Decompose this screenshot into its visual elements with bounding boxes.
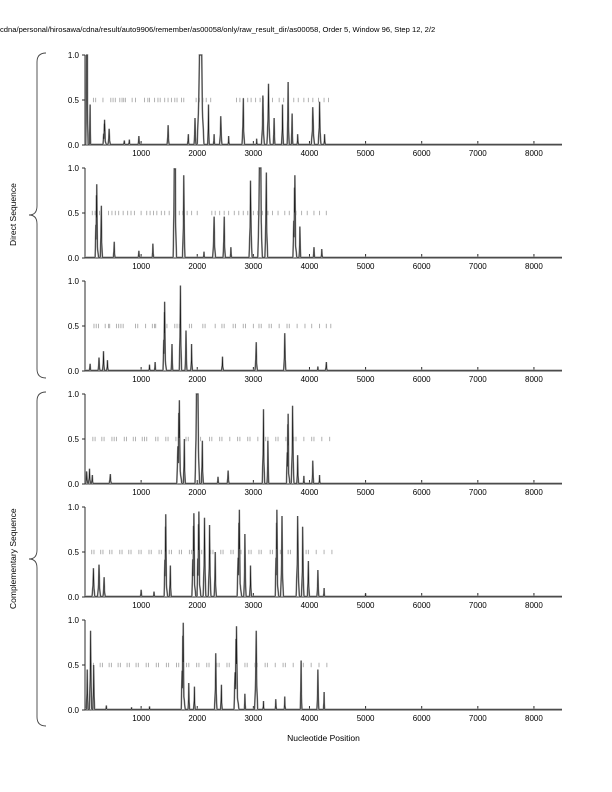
complementary-sequence-brace: [28, 391, 47, 727]
x-tick-label: 6000: [413, 714, 431, 723]
header-file-path: cdna/personal/hirosawa/cdna/result/auto9…: [0, 25, 436, 34]
signal-trace-outer: [85, 285, 562, 372]
y-tick-label: 1.0: [68, 616, 80, 625]
x-tick-label: 3000: [244, 262, 262, 271]
x-tick-label: 6000: [413, 149, 431, 158]
signal-trace: [85, 285, 562, 371]
x-tick-label: 2000: [188, 149, 206, 158]
x-tick-label: 1000: [132, 488, 150, 497]
chart-direct-1: 0.0 0.5 1.0 1000 2000 3000 4000 5000 6000 7000 800…: [0, 47, 612, 163]
axis-spines: [84, 281, 562, 372]
chart-complementary-1-svg: 0.0 0.5 1.0 1000 2000 3000 4000 5000 6000 7000 800…: [68, 390, 562, 497]
x-tick-label: 1000: [132, 375, 150, 384]
x-tick-label: 7000: [469, 488, 487, 497]
x-tick-label: 5000: [357, 375, 375, 384]
x-tick-label: 3000: [244, 375, 262, 384]
x-tick-label: 2000: [188, 488, 206, 497]
x-tick-label: 8000: [525, 601, 543, 610]
axis-spines: [84, 55, 562, 146]
x-axis-title: Nucleotide Position: [287, 733, 360, 743]
signal-trace-outer: [84, 393, 562, 485]
x-tick-label: 6000: [413, 375, 431, 384]
x-tick-label: 5000: [357, 714, 375, 723]
axis-spines: [84, 507, 562, 598]
chart-complementary-2: 0.0 0.5 1.0 1000 2000 3000 4000 5000 6000 7000 800…: [0, 499, 612, 615]
x-tick-label: 1000: [132, 149, 150, 158]
x-tick-label: 6000: [413, 262, 431, 271]
y-tick-label: 0.0: [68, 593, 80, 602]
x-tick-label: 7000: [469, 601, 487, 610]
x-tick-label: 5000: [357, 601, 375, 610]
x-tick-label: 3000: [244, 601, 262, 610]
y-tick-label: 0.5: [68, 548, 80, 557]
x-tick-label: 4000: [301, 488, 319, 497]
x-tick-label: 1000: [132, 601, 150, 610]
x-tick-label: 2000: [188, 601, 206, 610]
x-tick-label: 5000: [357, 149, 375, 158]
y-tick-label: 1.0: [68, 390, 80, 399]
x-tick-label: 1000: [132, 262, 150, 271]
chart-complementary-1: 0.0 0.5 1.0 1000 2000 3000 4000 5000 6000 7000 800…: [0, 386, 612, 502]
x-tick-label: 1000: [132, 714, 150, 723]
x-tick-label: 3000: [244, 488, 262, 497]
x-tick-label: 7000: [469, 149, 487, 158]
x-tick-label: 7000: [469, 714, 487, 723]
x-tick-label: 4000: [301, 149, 319, 158]
y-tick-label: 0.5: [68, 96, 80, 105]
x-tick-label: 5000: [357, 488, 375, 497]
y-tick-label: 0.5: [68, 661, 80, 670]
x-tick-label: 6000: [413, 601, 431, 610]
signal-trace: [85, 622, 562, 710]
chart-complementary-2-svg: 0.0 0.5 1.0 1000 2000 3000 4000 5000 6000 7000 800…: [68, 503, 562, 610]
x-tick-label: 4000: [301, 601, 319, 610]
x-tick-label: 8000: [525, 149, 543, 158]
y-tick-label: 0.5: [68, 435, 80, 444]
x-tick-label: 8000: [525, 488, 543, 497]
x-tick-label: 8000: [525, 714, 543, 723]
axis-spines: [84, 394, 562, 485]
y-tick-label: 0.0: [68, 706, 80, 715]
y-tick-label: 0.0: [68, 141, 80, 150]
chart-complementary-3-svg: 0.0 0.5 1.0 1000 2000 3000 4000 5000 6000 7000 800…: [68, 616, 562, 723]
x-tick-label: 5000: [357, 262, 375, 271]
chart-direct-1-svg: 0.0 0.5 1.0 1000 2000 3000 4000 5000 6000 7000 800…: [68, 51, 562, 158]
y-tick-label: 1.0: [68, 164, 80, 173]
y-tick-label: 1.0: [68, 277, 80, 286]
x-tick-label: 4000: [301, 262, 319, 271]
x-tick-label: 8000: [525, 262, 543, 271]
y-tick-label: 0.5: [68, 322, 80, 331]
x-tick-label: 2000: [188, 375, 206, 384]
chart-direct-2-svg: 0.0 0.5 1.0 1000 2000 3000 4000 5000 6000 7000 800…: [68, 164, 562, 271]
chart-complementary-3: 0.0 0.5 1.0 1000 2000 3000 4000 5000 6000 7000 800…: [0, 612, 612, 728]
signal-trace-outer: [84, 54, 562, 146]
chart-direct-2: 0.0 0.5 1.0 1000 2000 3000 4000 5000 6000 7000 800…: [0, 160, 612, 276]
x-tick-label: 3000: [244, 714, 262, 723]
signal-trace: [85, 393, 562, 484]
x-tick-label: 2000: [188, 262, 206, 271]
x-tick-label: 3000: [244, 149, 262, 158]
y-tick-label: 0.5: [68, 209, 80, 218]
chart-direct-3-svg: 0.0 0.5 1.0 1000 2000 3000 4000 5000 6000 7000 800…: [68, 277, 562, 384]
signal-trace: [85, 509, 562, 597]
signal-trace: [85, 167, 562, 258]
y-tick-label: 1.0: [68, 503, 80, 512]
x-tick-label: 6000: [413, 488, 431, 497]
chart-direct-3: 0.0 0.5 1.0 1000 2000 3000 4000 5000 6000 7000 800…: [0, 273, 612, 389]
y-tick-label: 0.0: [68, 480, 80, 489]
signal-trace-outer: [85, 509, 562, 598]
x-tick-label: 7000: [469, 262, 487, 271]
signal-trace: [85, 54, 562, 145]
x-tick-label: 8000: [525, 375, 543, 384]
direct-sequence-brace: [28, 52, 47, 379]
x-tick-label: 7000: [469, 375, 487, 384]
y-tick-label: 0.0: [68, 367, 80, 376]
x-tick-label: 2000: [188, 714, 206, 723]
y-tick-label: 0.0: [68, 254, 80, 263]
x-tick-label: 4000: [301, 375, 319, 384]
y-tick-label: 1.0: [68, 51, 80, 60]
x-tick-label: 4000: [301, 714, 319, 723]
